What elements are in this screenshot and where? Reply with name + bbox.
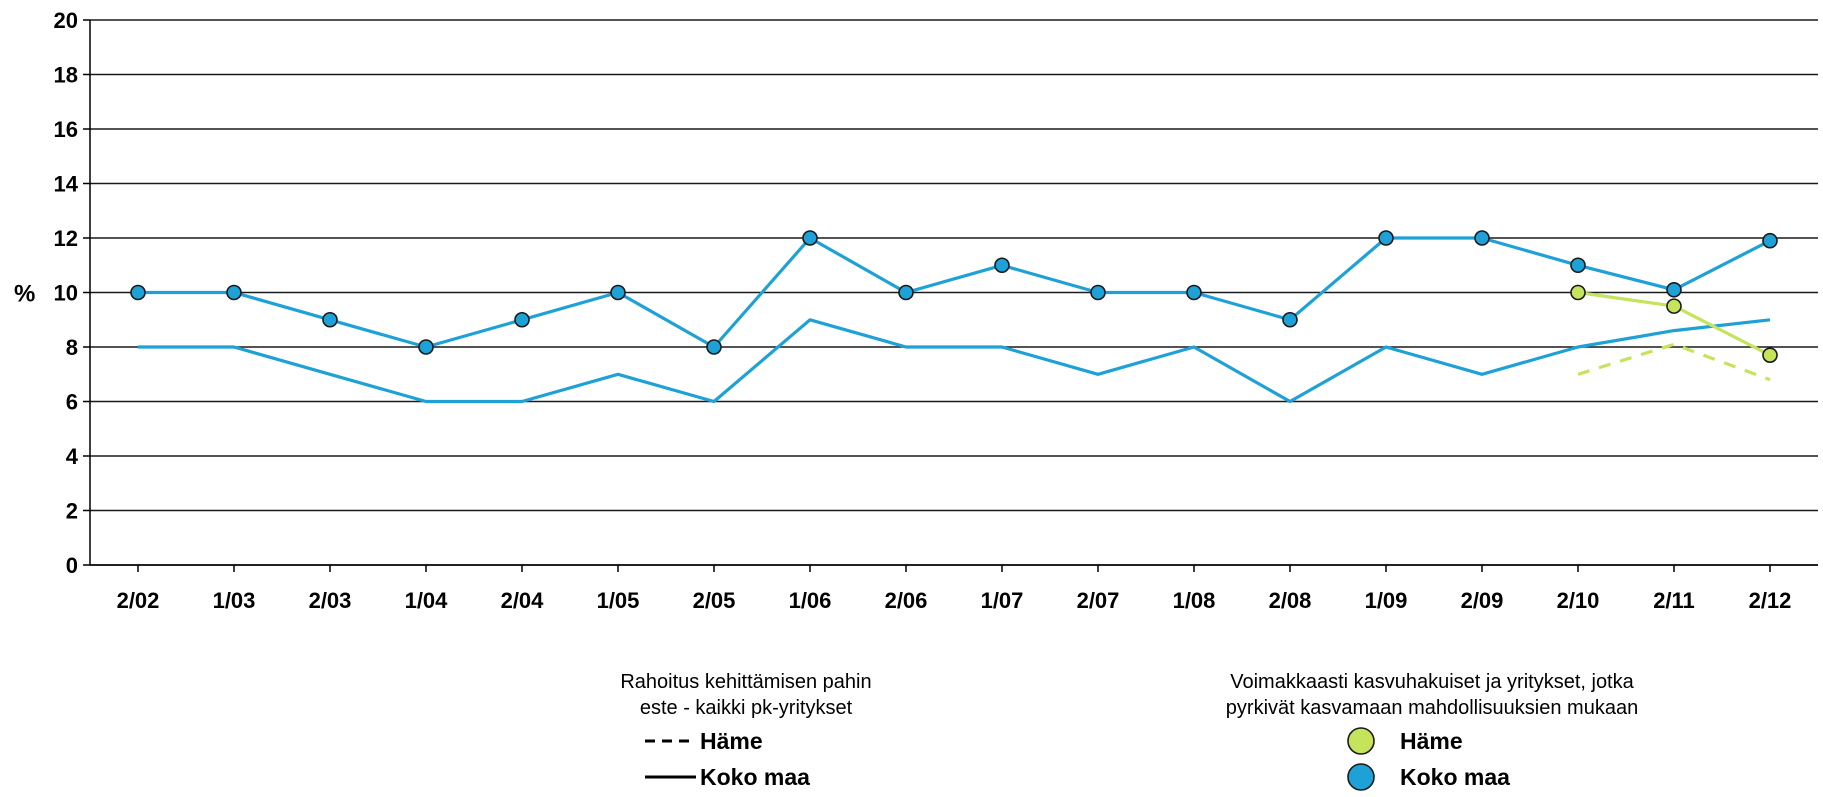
x-tick-label: 1/08 bbox=[1173, 588, 1216, 613]
y-axis-label: % bbox=[14, 281, 35, 308]
x-tick-label: 2/11 bbox=[1653, 588, 1695, 613]
legend-item: Häme bbox=[645, 728, 763, 754]
x-tick-label: 2/12 bbox=[1749, 588, 1792, 613]
legend-label: Koko maa bbox=[700, 764, 810, 790]
x-tick-label: 2/08 bbox=[1269, 588, 1312, 613]
x-tick-label: 2/03 bbox=[309, 588, 352, 613]
series-line-growth-koko-maa bbox=[138, 236, 1771, 349]
x-tick-label: 2/06 bbox=[885, 588, 928, 613]
legend-group: Voimakkaasti kasvuhakuiset ja yritykset,… bbox=[1226, 671, 1638, 791]
data-point bbox=[322, 311, 338, 328]
data-point bbox=[1378, 230, 1394, 246]
x-axis-ticks: 2/02 1/03 2/03 1/04 2/04 1/05 2/05 1/06 2/06 1/07… bbox=[117, 565, 1792, 613]
series-line-all-hame bbox=[1577, 342, 1771, 382]
y-tick-label: 14 bbox=[54, 172, 79, 197]
x-tick-label: 2/09 bbox=[1461, 588, 1504, 613]
data-point bbox=[898, 284, 914, 301]
data-point bbox=[1666, 298, 1682, 314]
legend-item: Koko maa bbox=[645, 764, 810, 790]
x-tick-label: 1/06 bbox=[789, 588, 832, 613]
legend-title-line: Voimakkaasti kasvuhakuiset ja yritykset,… bbox=[1230, 671, 1634, 693]
x-tick-label: 1/07 bbox=[981, 588, 1024, 613]
data-point bbox=[1570, 284, 1586, 301]
x-tick-label: 1/09 bbox=[1365, 588, 1408, 613]
data-point bbox=[610, 284, 626, 301]
y-axis-ticks: 0 2 4 6 8 10 12 14 16 18 20 bbox=[54, 8, 90, 578]
legend-title-line: pyrkivät kasvamaan mahdollisuuksien muka… bbox=[1226, 697, 1638, 719]
x-tick-label: 1/05 bbox=[597, 588, 640, 613]
data-point bbox=[1570, 257, 1586, 274]
legend: Rahoitus kehittämisen pahin este - kaikki… bbox=[620, 671, 1638, 791]
data-point bbox=[1474, 230, 1490, 246]
data-point bbox=[706, 339, 722, 355]
y-tick-label: 0 bbox=[66, 553, 78, 578]
y-tick-label: 8 bbox=[66, 335, 78, 360]
y-tick-label: 16 bbox=[54, 117, 78, 142]
data-point bbox=[1762, 232, 1778, 249]
y-tick-label: 10 bbox=[54, 281, 78, 306]
y-tick-label: 12 bbox=[54, 226, 78, 251]
x-tick-label: 2/10 bbox=[1557, 588, 1600, 613]
series-lines bbox=[138, 236, 1771, 404]
data-point bbox=[1090, 284, 1106, 301]
legend-label: Häme bbox=[1400, 728, 1463, 754]
legend-item: Häme bbox=[1347, 727, 1463, 755]
legend-marker-icon bbox=[1347, 727, 1375, 755]
legend-label: Koko maa bbox=[1400, 764, 1510, 790]
data-point bbox=[802, 230, 818, 246]
series-markers bbox=[130, 230, 1778, 363]
series-line-all-koko-maa bbox=[138, 318, 1771, 404]
x-tick-label: 1/03 bbox=[213, 588, 256, 613]
data-point bbox=[1186, 284, 1202, 301]
legend-group: Rahoitus kehittämisen pahin este - kaikki… bbox=[620, 671, 871, 790]
y-tick-label: 2 bbox=[66, 499, 78, 524]
x-tick-label: 2/07 bbox=[1077, 588, 1120, 613]
gridlines bbox=[90, 19, 1818, 566]
y-tick-label: 18 bbox=[54, 63, 78, 88]
legend-title-line: Rahoitus kehittämisen pahin bbox=[620, 671, 871, 693]
legend-marker-icon bbox=[1347, 763, 1375, 791]
y-tick-label: 4 bbox=[66, 444, 79, 469]
data-point bbox=[130, 284, 146, 301]
data-point bbox=[1762, 347, 1778, 363]
data-point bbox=[514, 311, 530, 328]
x-tick-label: 1/04 bbox=[405, 588, 449, 613]
legend-item: Koko maa bbox=[1347, 763, 1510, 791]
x-tick-label: 2/05 bbox=[693, 588, 736, 613]
x-tick-label: 2/04 bbox=[501, 588, 545, 613]
data-point bbox=[994, 257, 1010, 274]
legend-title-line: este - kaikki pk-yritykset bbox=[640, 697, 853, 719]
data-point bbox=[1282, 311, 1298, 328]
x-tick-label: 2/02 bbox=[117, 588, 160, 613]
data-point bbox=[226, 284, 242, 301]
legend-label: Häme bbox=[700, 728, 763, 754]
data-point bbox=[1666, 281, 1682, 298]
y-tick-label: 20 bbox=[54, 8, 78, 33]
data-point bbox=[418, 339, 434, 355]
y-tick-label: 6 bbox=[66, 390, 78, 415]
